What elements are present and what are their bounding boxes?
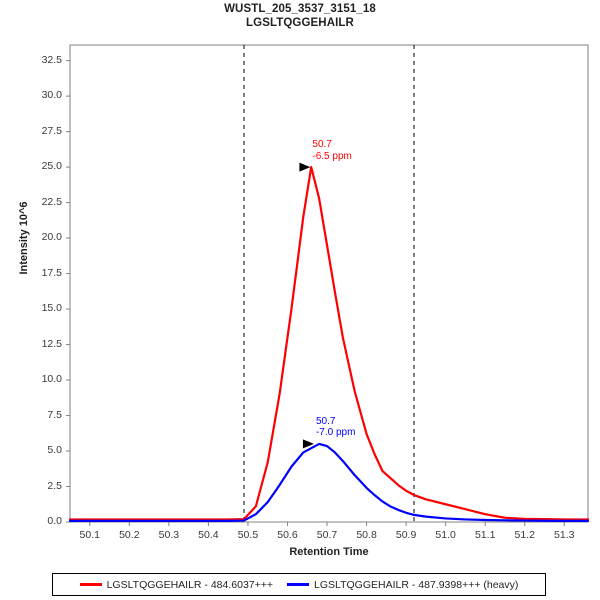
x-tick-label: 50.8	[356, 529, 377, 541]
series-line-heavy	[68, 442, 590, 522]
chart-title-line2: LGSLTQGGEHAILR	[246, 17, 354, 29]
y-tick-label: 15.0	[41, 302, 62, 315]
legend-label-heavy: LGSLTQGGEHAILR - 487.9398+++ (heavy)	[314, 578, 519, 591]
chart-title-line1: WUSTL_205_3537_3151_18	[224, 3, 376, 15]
apex-marker-heavy	[302, 439, 314, 449]
chart-title: WUSTL_205_3537_3151_18 LGSLTQGGEHAILR	[0, 2, 600, 30]
y-tick-label: 12.5	[41, 337, 62, 350]
legend-swatch-heavy	[287, 583, 310, 586]
y-tick-label: 27.5	[41, 124, 62, 137]
y-tick-label: 7.5	[47, 408, 62, 421]
x-tick-label: 50.7	[316, 529, 338, 541]
y-tick-label: 2.5	[47, 479, 62, 492]
annotation-heavy-ppm: -7.0 ppm	[315, 427, 356, 439]
x-tick-label: 50.9	[395, 529, 417, 541]
x-tick-label: 50.2	[119, 529, 140, 541]
y-tick-label: 25.0	[41, 160, 62, 173]
y-tick-label: 17.5	[41, 266, 62, 279]
annotation-light-ppm: -6.5 ppm	[312, 150, 352, 162]
annotation-heavy-peak: 50.7 -7.0 ppm	[316, 416, 355, 439]
annotation-heavy-rt: 50.7	[315, 415, 336, 427]
x-tick-label: 51.1	[474, 529, 496, 541]
series-line-light	[68, 165, 590, 521]
y-tick-label: 10.0	[41, 373, 62, 386]
legend-item-heavy[interactable]: LGSLTQGGEHAILR - 487.9398+++ (heavy)	[287, 579, 518, 591]
x-tick-label: 51.3	[554, 529, 575, 541]
x-tick-label: 50.5	[237, 529, 259, 541]
plot-frame	[69, 44, 589, 523]
legend-swatch-light	[79, 583, 102, 586]
x-tick-label: 50.3	[158, 529, 180, 541]
x-tick-label: 51.2	[514, 529, 535, 541]
x-tick-label: 51.0	[435, 529, 456, 541]
apex-marker-light	[299, 162, 311, 172]
y-tick-label: 22.5	[41, 195, 62, 208]
x-tick-label: 50.1	[79, 529, 100, 541]
y-tick-label: 30.0	[41, 89, 62, 102]
chart-legend: LGSLTQGGEHAILR - 484.6037+++ LGSLTQGGEHA…	[52, 573, 546, 596]
x-tick-label: 50.4	[198, 529, 219, 541]
x-axis-label: Retention Time	[289, 546, 369, 558]
x-tick-label: 50.6	[277, 529, 298, 541]
y-tick-label: 20.0	[41, 231, 62, 244]
y-tick-label: 0.0	[47, 515, 62, 527]
y-tick-label: 5.0	[47, 444, 62, 457]
annotation-light-rt: 50.7	[312, 139, 332, 151]
y-tick-label: 32.5	[41, 53, 62, 66]
annotation-light-peak: 50.7 -6.5 ppm	[312, 139, 351, 162]
legend-label-light: LGSLTQGGEHAILR - 484.6037+++	[106, 578, 274, 591]
legend-item-light[interactable]: LGSLTQGGEHAILR - 484.6037+++	[79, 578, 274, 591]
